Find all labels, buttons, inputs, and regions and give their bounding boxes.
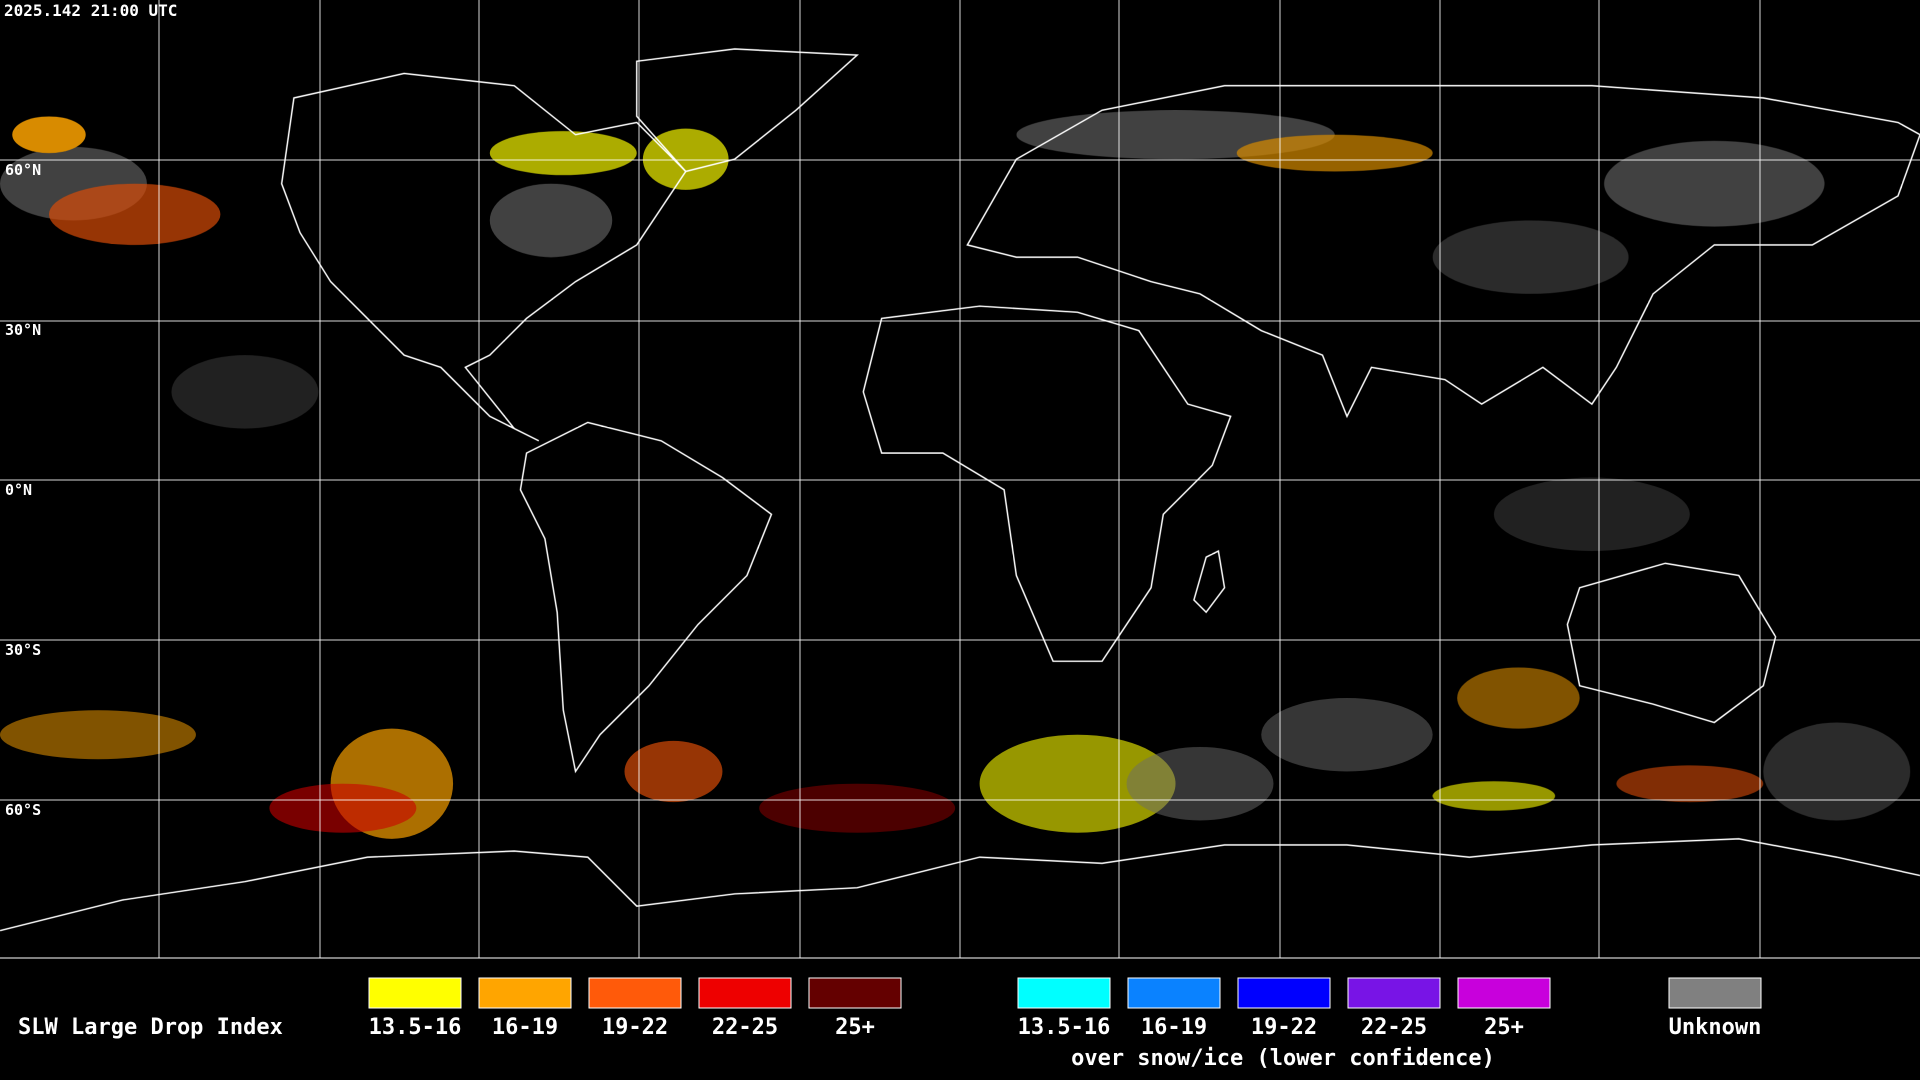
legend-caption: over snow/ice (lower confidence)	[1071, 1046, 1495, 1071]
latitude-label: 30°N	[5, 321, 41, 339]
latitude-label: 60°N	[5, 161, 41, 179]
legend-label: 22-25	[712, 1015, 778, 1040]
legend-swatch	[1347, 977, 1441, 1009]
legend-swatch	[1457, 977, 1551, 1009]
legend-label: 25+	[1484, 1015, 1524, 1040]
legend-swatch	[478, 977, 572, 1009]
coastlines	[0, 48, 1920, 932]
latitude-label: 60°S	[5, 801, 41, 819]
timestamp: 2025.142 21:00 UTC	[4, 1, 177, 20]
legend-swatch	[588, 977, 682, 1009]
legend-label: 19-22	[602, 1015, 668, 1040]
legend-swatch	[1017, 977, 1111, 1009]
legend-title: SLW Large Drop Index	[18, 1015, 283, 1040]
latitude-label: 30°S	[5, 641, 41, 659]
legend-label: 22-25	[1361, 1015, 1427, 1040]
legend-swatch	[368, 977, 462, 1009]
legend-swatch	[808, 977, 902, 1009]
legend-label: 16-19	[492, 1015, 558, 1040]
cloud-data	[0, 110, 1911, 839]
latitude-label: 0°N	[5, 481, 32, 499]
map	[0, 48, 1920, 932]
legend-swatch	[1237, 977, 1331, 1009]
legend-label: Unknown	[1669, 1015, 1762, 1040]
legend-swatch	[698, 977, 792, 1009]
legend-swatch	[1668, 977, 1762, 1009]
legend-label: 19-22	[1251, 1015, 1317, 1040]
legend-label: 25+	[835, 1015, 875, 1040]
latitude-labels: 60°N 30°N 0°N 30°S 60°S	[5, 161, 41, 819]
legend-label: 16-19	[1141, 1015, 1207, 1040]
legend-label: 13.5-16	[369, 1015, 462, 1040]
graticule	[0, 0, 1920, 958]
legend-swatch	[1127, 977, 1221, 1009]
legend: 13.5-16 16-19 19-22 22-25 25+ 13.5-16 16-19 19-…	[368, 977, 1762, 1071]
legend-label: 13.5-16	[1018, 1015, 1111, 1040]
